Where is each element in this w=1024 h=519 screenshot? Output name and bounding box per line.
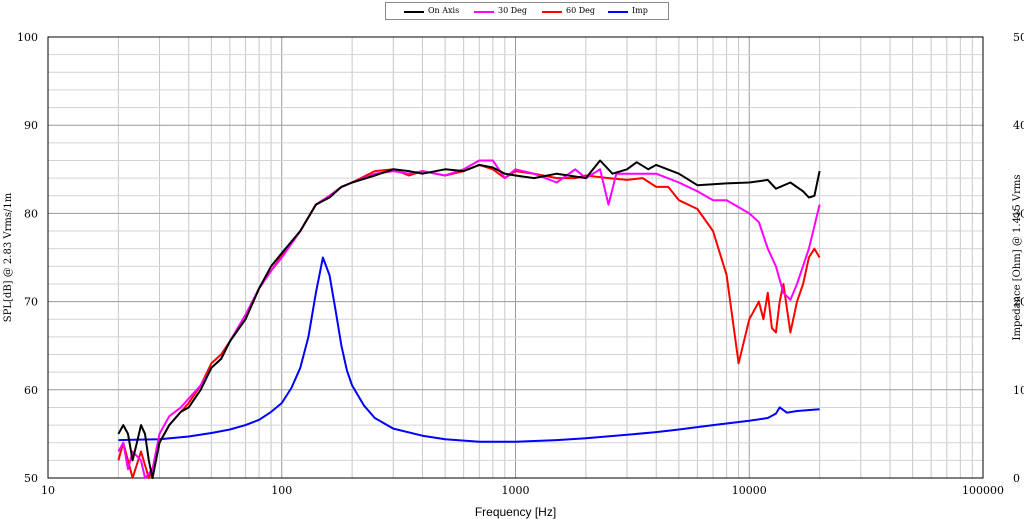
y-tick-label: 80 [24,207,38,220]
y-tick-label: 50 [24,472,38,485]
y2-tick-label: 50 [1013,31,1024,44]
y2-axis-title: Impedance [Ohm] @ 1.415 Vrms [1012,175,1023,341]
y2-tick-label: 20 [1013,296,1024,309]
x-tick-label: 100 [271,484,292,497]
x-tick-label: 1000 [502,484,530,497]
y-tick-label: 70 [24,296,38,309]
legend-swatch-60-deg [542,11,562,13]
y-tick-label: 60 [24,384,38,397]
y2-tick-label: 0 [1013,472,1020,485]
legend-label-imp: Imp [632,6,648,15]
y-tick-label: 100 [17,31,38,44]
y-axis-title: SPL[dB] @ 2.83 Vrms/1m [3,192,14,322]
x-tick-label: 10 [41,484,55,497]
plot-frame [47,36,984,479]
chart-tick-labels: 10 100 1000 10000 10000050607080901000102030… [17,31,1024,497]
x-tick-label: 100000 [962,484,1004,497]
chart-legend: On Axis 30 Deg 60 Deg Imp [385,2,669,20]
x-axis-title: Frequency [Hz] [475,505,556,519]
x-tick-label: 10000 [732,484,767,497]
chart-curves [117,159,821,479]
y2-tick-label: 30 [1013,207,1024,220]
legend-label-on-axis: On Axis [428,6,460,15]
chart-grid [47,36,983,479]
y2-tick-label: 10 [1013,384,1024,397]
legend-label-60-deg: 60 Deg [566,6,595,15]
y-tick-label: 90 [24,119,38,132]
y2-tick-label: 40 [1013,119,1024,132]
legend-swatch-30-deg [474,11,494,13]
series-line-on-axis [117,159,821,479]
legend-swatch-imp [608,11,628,13]
series-line-imp [118,256,820,443]
legend-swatch-on-axis [404,11,424,13]
series-line-30-deg [117,159,821,479]
legend-label-30-deg: 30 Deg [498,6,527,15]
